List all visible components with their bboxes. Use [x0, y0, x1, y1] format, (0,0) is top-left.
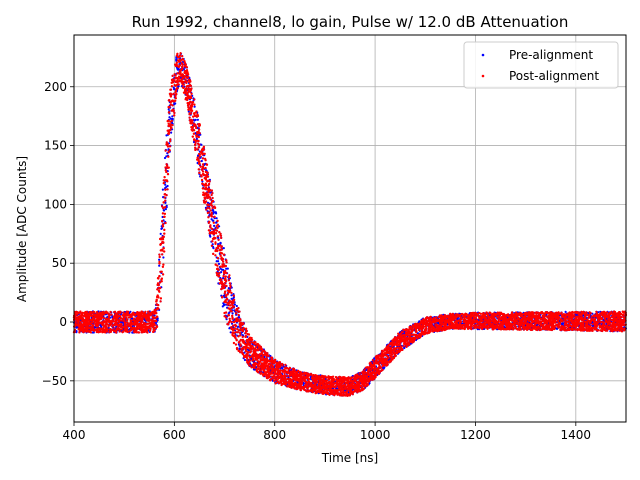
data-point: [217, 262, 221, 265]
data-point: [158, 258, 161, 261]
data-point: [175, 59, 178, 62]
data-point: [195, 137, 198, 140]
data-point: [158, 264, 161, 267]
data-point: [212, 247, 215, 250]
data-point: [210, 218, 213, 221]
data-point: [222, 277, 225, 280]
data-point: [418, 320, 421, 323]
data-point: [231, 312, 234, 315]
data-point: [76, 326, 79, 329]
data-point: [230, 297, 233, 300]
data-point: [213, 211, 216, 214]
data-point: [162, 209, 166, 212]
data-point: [243, 358, 247, 362]
data-point: [217, 243, 220, 246]
data-point: [222, 304, 226, 307]
data-point: [171, 115, 174, 118]
data-point: [162, 256, 165, 259]
grid: [73, 35, 626, 422]
data-point: [196, 118, 199, 121]
plot-area: [74, 35, 626, 422]
data-point: [226, 267, 229, 270]
data-point: [212, 219, 215, 222]
data-point: [171, 117, 174, 121]
data-point: [167, 108, 170, 111]
data-point: [225, 267, 228, 270]
data-layer: [72, 52, 628, 397]
data-point: [213, 224, 216, 227]
data-point: [161, 188, 164, 191]
data-point: [204, 206, 207, 209]
data-point: [159, 232, 162, 235]
data-point: [235, 304, 238, 308]
data-point: [219, 241, 222, 244]
data-point: [193, 119, 196, 122]
data-point: [238, 347, 241, 350]
data-point: [193, 105, 196, 108]
data-point: [238, 316, 241, 319]
data-point: [164, 208, 167, 211]
data-point: [230, 294, 233, 297]
data-point: [211, 208, 214, 212]
data-point: [220, 268, 223, 271]
data-point: [165, 185, 168, 188]
data-point: [217, 260, 220, 263]
data-point: [564, 310, 567, 313]
chart-title: Run 1992, channel8, lo gain, Pulse w/ 12…: [132, 13, 569, 31]
data-point: [200, 159, 203, 163]
data-point: [176, 67, 179, 70]
data-point: [170, 131, 173, 134]
data-point: [168, 116, 171, 119]
data-point: [215, 217, 218, 220]
